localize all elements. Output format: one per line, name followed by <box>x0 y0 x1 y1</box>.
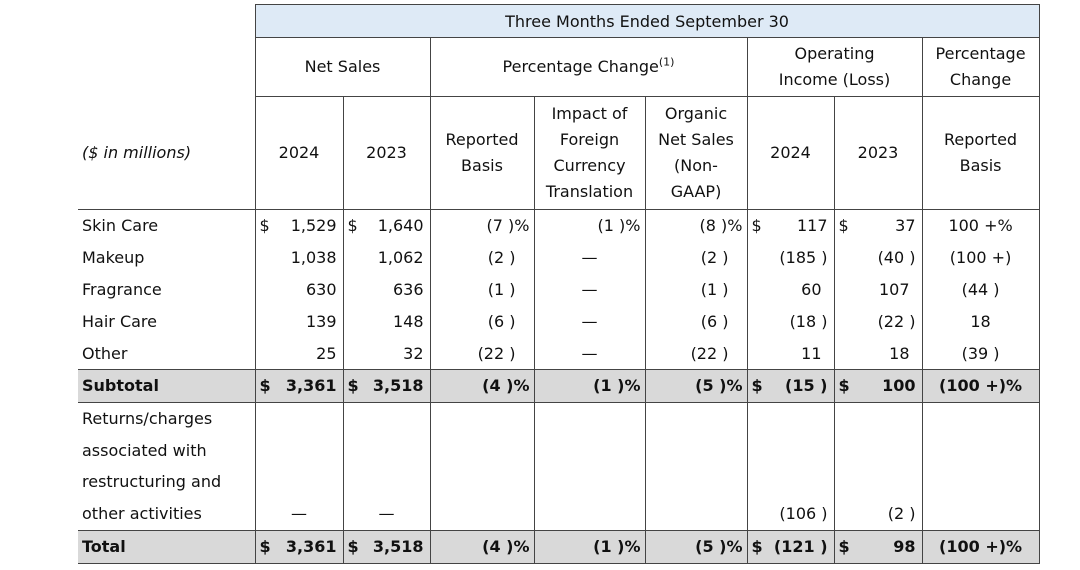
row-label: Subtotal <box>78 368 255 403</box>
cell-reported <box>430 402 535 531</box>
table-row: Makeup 1,038 1,062 (2 ) — (2 ) (185 ) (4… <box>78 241 1040 274</box>
col-oi-2023: 2023 <box>833 96 923 210</box>
row-label: Skin Care <box>82 216 159 236</box>
table-row: Other 25 32 (22 ) — (22 ) 11 18 (39 ) <box>78 337 1040 370</box>
cell-fx: — <box>534 273 646 306</box>
cell-organic: (6 ) <box>645 305 748 338</box>
cell-ns-2023: — <box>343 402 431 531</box>
cell-oi-change: (100 +) <box>922 241 1040 274</box>
financial-table: Three Months Ended September 30 Net Sale… <box>78 4 1040 564</box>
row-label: Returns/charges associated with restructur… <box>82 408 222 524</box>
row-label: Makeup <box>82 248 145 268</box>
cell-reported: (2 ) <box>430 241 535 274</box>
cell-ns-2023: $1,640 <box>343 209 431 242</box>
period-header: Three Months Ended September 30 <box>254 4 1040 38</box>
cell-oi-2023: (40 ) <box>834 241 923 274</box>
footnote-marker: (1) <box>658 55 675 69</box>
cell-reported: (6 ) <box>430 305 535 338</box>
cell-fx: — <box>534 241 646 274</box>
pct-change-header: Percentage Change(1) <box>429 37 748 97</box>
table-row: Fragrance 630 636 (1 ) — (1 ) 60 107 (44… <box>78 273 1040 306</box>
net-sales-header: Net Sales <box>254 37 431 97</box>
row-label: Other <box>82 343 128 363</box>
col-ns-2023: 2023 <box>342 96 431 210</box>
cell-organic: (22 ) <box>645 337 748 370</box>
cell-organic: (2 ) <box>645 241 748 274</box>
cell-reported: (1 ) <box>430 273 535 306</box>
cell-oi-2023: 18 <box>834 337 923 370</box>
cell-fx: (1 )% <box>534 529 646 564</box>
cell-oi-2023: (22 ) <box>834 305 923 338</box>
cell-oi-change <box>922 402 1040 531</box>
col-oi-2024: 2024 <box>746 96 835 210</box>
cell-oi-2024: $117 <box>747 209 835 242</box>
cell-oi-change: (100 +)% <box>922 368 1040 403</box>
col-reported-basis: Reported Basis <box>429 96 535 210</box>
col-organic: Organic Net Sales (Non- GAAP) <box>644 96 748 210</box>
op-income-header: Operating Income (Loss) <box>746 37 923 97</box>
cell-ns-2024: $1,529 <box>254 209 344 242</box>
row-label: Total <box>78 529 255 564</box>
cell-oi-2023: (2 ) <box>834 402 923 531</box>
cell-ns-2023: $3,518 <box>343 368 431 403</box>
cell-fx: — <box>534 337 646 370</box>
cell-organic: (8 )% <box>645 209 748 242</box>
cell-fx: (1 )% <box>534 368 646 403</box>
corner-blank-2 <box>78 38 255 97</box>
cell-oi-change: (44 ) <box>922 273 1040 306</box>
col-impact-fx: Impact of Foreign Currency Translation <box>533 96 646 210</box>
cell-oi-2023: $37 <box>834 209 923 242</box>
cell-oi-2024: $ (121 ) <box>747 529 835 564</box>
cell-oi-change: (39 ) <box>922 337 1040 370</box>
cell-oi-2024: 60 <box>747 273 835 306</box>
cell-ns-2023: 1,062 <box>343 241 431 274</box>
table-row: Hair Care 139 148 (6 ) — (6 ) (18 ) (22 … <box>78 305 1040 338</box>
cell-oi-change: (100 +)% <box>922 529 1040 564</box>
returns-row: Returns/charges associated with restructur… <box>78 402 1040 531</box>
cell-ns-2024: $3,361 <box>254 529 344 564</box>
cell-fx: — <box>534 305 646 338</box>
cell-oi-2024: 11 <box>747 337 835 370</box>
cell-ns-2023: 32 <box>343 337 431 370</box>
row-label: Fragrance <box>82 279 162 299</box>
cell-oi-2024: (18 ) <box>747 305 835 338</box>
cell-fx <box>534 402 646 531</box>
col-ns-2024: 2024 <box>254 96 344 210</box>
cell-oi-change: 100 +% <box>922 209 1040 242</box>
cell-ns-2024: $3,361 <box>254 368 344 403</box>
table-row: Skin Care $1,529 $1,640 (7 )% (1 )% (8 )… <box>78 209 1040 242</box>
cell-fx: (1 )% <box>534 209 646 242</box>
cell-ns-2023: $3,518 <box>343 529 431 564</box>
col-reported-basis-right: Reported Basis <box>921 96 1040 210</box>
cell-oi-change: 18 <box>922 305 1040 338</box>
cell-ns-2024: 25 <box>254 337 344 370</box>
cell-ns-2024: 139 <box>254 305 344 338</box>
cell-oi-2023: $100 <box>834 368 923 403</box>
cell-oi-2024: (185 ) <box>747 241 835 274</box>
corner-blank <box>78 5 255 38</box>
cell-ns-2024: 1,038 <box>254 241 344 274</box>
cell-oi-2023: $98 <box>834 529 923 564</box>
subtotal-row: Subtotal $3,361 $3,518 (4 )% (1 )% (5 )%… <box>78 368 1040 403</box>
row-label: Hair Care <box>82 311 157 331</box>
cell-organic <box>645 402 748 531</box>
cell-ns-2024: 630 <box>254 273 344 306</box>
cell-ns-2023: 636 <box>343 273 431 306</box>
cell-reported: (4 )% <box>430 529 535 564</box>
cell-organic: (1 ) <box>645 273 748 306</box>
cell-reported: (4 )% <box>430 368 535 403</box>
cell-oi-2023: 107 <box>834 273 923 306</box>
cell-ns-2024: — <box>254 402 344 531</box>
cell-reported: (22 ) <box>430 337 535 370</box>
cell-organic: (5 )% <box>645 368 748 403</box>
units-label: ($ in millions) <box>78 96 255 210</box>
cell-ns-2023: 148 <box>343 305 431 338</box>
cell-reported: (7 )% <box>430 209 535 242</box>
pct-change-right-header: Percentage Change <box>921 37 1040 97</box>
cell-oi-2024: (106 ) <box>747 402 835 531</box>
cell-organic: (5 )% <box>645 529 748 564</box>
cell-oi-2024: $ (15 ) <box>747 368 835 403</box>
total-row: Total $3,361 $3,518 (4 )% (1 )% (5 )% $(… <box>78 529 1040 564</box>
